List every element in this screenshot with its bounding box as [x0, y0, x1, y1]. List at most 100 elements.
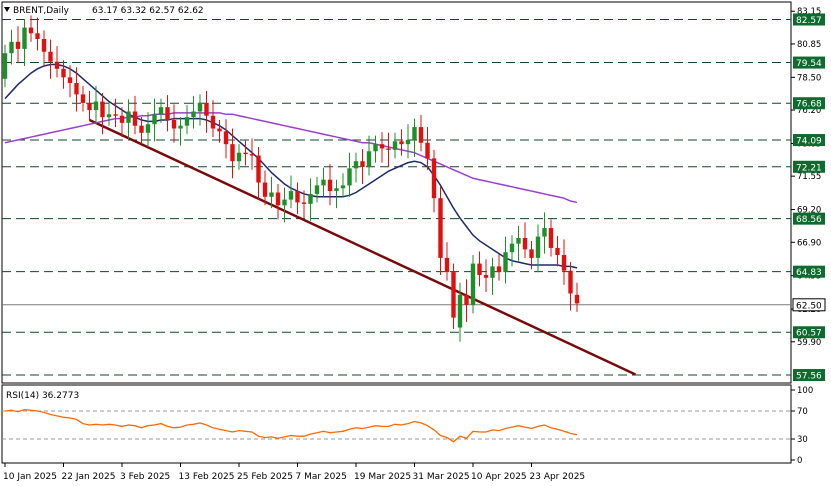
time-tick-label: 22 Jan 2025: [62, 472, 116, 482]
candle-body: [308, 193, 313, 204]
candle: [171, 104, 177, 143]
level-box: [793, 369, 825, 382]
price-tick-label: 71.55: [797, 172, 821, 182]
rsi-panel[interactable]: RSI(14) 36.2773: [1, 384, 792, 464]
candle-body: [295, 191, 300, 203]
candle-body: [139, 125, 144, 133]
candle: [548, 219, 554, 257]
candle-body: [35, 33, 40, 39]
dropdown-triangle-icon[interactable]: [4, 7, 10, 12]
level-label: 64.83: [796, 268, 822, 278]
candle-body: [249, 154, 255, 156]
time-tick-label: 3 Feb 2025: [120, 472, 170, 482]
candle-body: [555, 247, 560, 256]
candle: [139, 117, 144, 145]
level-box: [793, 160, 825, 173]
candle-body: [178, 125, 183, 129]
time-tick-label: 13 Feb 2025: [179, 472, 235, 482]
rsi-tick-label: 30: [797, 435, 808, 445]
candle-body: [191, 111, 196, 118]
candle: [483, 259, 489, 293]
level-box: [793, 97, 825, 110]
time-axis[interactable]: 10 Jan 2025 22 Jan 2025 3 Feb 2025 13 Feb 2…: [3, 463, 585, 482]
candle: [301, 190, 307, 219]
rsi-tick-label: 70: [797, 407, 808, 417]
candle-body: [243, 152, 248, 155]
candle-body: [48, 51, 53, 62]
candle: [9, 29, 14, 65]
candle-body: [256, 155, 261, 183]
candle-body: [574, 294, 580, 304]
candle: [28, 15, 34, 42]
candle: [256, 147, 261, 200]
candle: [535, 224, 541, 273]
candle-body: [165, 107, 170, 120]
candle: [48, 39, 53, 79]
candle-body: [334, 188, 339, 192]
candle: [145, 112, 151, 148]
candle-body: [483, 274, 489, 278]
trendline-layer: [88, 118, 637, 376]
current-price-label: 62.50: [796, 301, 822, 311]
candle-body: [399, 141, 404, 145]
level-box: [793, 326, 825, 339]
candle: [366, 135, 372, 176]
candle: [470, 255, 476, 314]
candle-body: [347, 168, 352, 186]
candle-body: [41, 38, 47, 52]
candle-body: [373, 144, 378, 152]
candle-body: [444, 257, 450, 273]
horizontal-levels: [2, 18, 791, 376]
candle-body: [236, 152, 242, 162]
price-tick-label: 80.85: [797, 40, 821, 50]
candle-body: [392, 141, 398, 150]
candle-body: [119, 115, 125, 123]
candle-body: [152, 114, 157, 125]
candle: [386, 132, 391, 167]
level-box: [793, 134, 825, 147]
candle-body: [87, 102, 92, 111]
candle: [61, 60, 66, 89]
candle: [93, 85, 99, 125]
candle-body: [288, 191, 294, 200]
candle-body: [275, 192, 281, 206]
price-panel[interactable]: BRENT,Daily 63.17 63.32 62.57 62.62: [1, 1, 792, 384]
candle: [477, 251, 482, 287]
candle-body: [360, 161, 365, 167]
candle-body: [126, 111, 131, 123]
candle-body: [171, 119, 177, 129]
ohlc-values: 63.17 63.32 62.57 62.62: [92, 6, 204, 16]
candle: [100, 92, 105, 135]
candle: [210, 100, 216, 138]
candle-body: [496, 266, 502, 273]
candle-body: [54, 61, 60, 69]
candle-body: [568, 270, 573, 294]
candle: [217, 119, 222, 143]
level-label: 76.68: [796, 100, 822, 110]
candle: [74, 67, 79, 112]
candle: [204, 90, 209, 133]
candle: [561, 239, 567, 285]
candle: [438, 186, 443, 275]
candle: [496, 254, 502, 281]
candle-body: [9, 41, 14, 54]
candle: [399, 129, 404, 156]
candle-body: [22, 27, 27, 49]
time-tick-label: 23 Apr 2025: [530, 472, 586, 482]
candle-body: [80, 94, 86, 103]
candle: [282, 187, 287, 223]
candle: [165, 95, 170, 132]
candle-body: [158, 107, 164, 115]
candle: [113, 98, 118, 128]
candle-body: [470, 263, 476, 305]
candle-body: [217, 128, 222, 132]
candle-body: [522, 237, 528, 250]
candle-body: [327, 179, 333, 192]
candle: [347, 152, 352, 197]
candle: [490, 257, 495, 295]
candle-body: [379, 144, 385, 149]
price-tick-label: 83.15: [797, 7, 821, 17]
candle-body: [282, 199, 287, 206]
rsi-line: [4, 408, 578, 443]
